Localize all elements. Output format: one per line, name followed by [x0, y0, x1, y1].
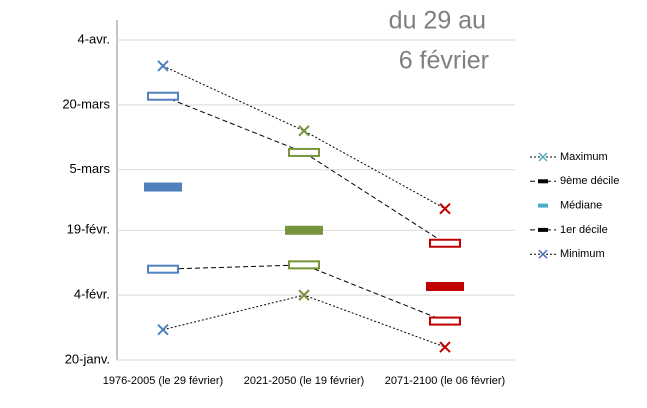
median-marker — [144, 182, 182, 192]
legend-label: 1er décile — [560, 224, 608, 236]
decile-marker — [429, 238, 461, 248]
x-tick-label: 2021-2050 (le 19 février) — [243, 375, 365, 387]
y-tick-label: 20-janv. — [65, 351, 110, 366]
series-line — [162, 65, 446, 210]
x-marker — [298, 125, 310, 137]
decile-marker — [147, 264, 179, 274]
legend-label: Minimum — [560, 248, 605, 260]
decile-marker — [429, 316, 461, 326]
x-marker — [439, 341, 451, 353]
y-tick-label: 4-févr. — [74, 287, 110, 302]
legend-marker — [538, 249, 548, 259]
legend-marker — [538, 152, 548, 162]
series-line — [162, 264, 446, 322]
legend-label: Maximum — [560, 151, 608, 163]
x-tick-label: 1976-2005 (le 29 février) — [102, 375, 224, 387]
y-tick-label: 19-févr. — [67, 222, 110, 237]
legend-label: 9ème décile — [560, 175, 619, 187]
legend-marker — [538, 179, 548, 184]
x-marker — [439, 202, 451, 215]
annotation: du 29 au — [389, 7, 486, 35]
x-tick-label: 2071-2100 (le 06 février) — [384, 375, 506, 387]
x-marker — [157, 60, 169, 72]
x-marker — [157, 324, 169, 336]
legend-marker — [538, 227, 548, 232]
decile-marker — [147, 91, 179, 101]
y-tick-label: 4-avr. — [77, 31, 110, 46]
y-tick-label: 5-mars — [70, 161, 111, 176]
decile-marker — [288, 260, 320, 270]
median-marker — [426, 281, 464, 291]
median-marker — [285, 225, 323, 235]
decile-marker — [288, 147, 320, 157]
series-line — [162, 95, 446, 244]
legend-marker — [538, 203, 548, 208]
legend-label: Médiane — [560, 200, 602, 212]
y-tick-label: 20-mars — [62, 96, 110, 111]
x-marker — [298, 289, 310, 301]
series-line — [162, 294, 446, 348]
annotation: 6 février — [399, 47, 489, 75]
